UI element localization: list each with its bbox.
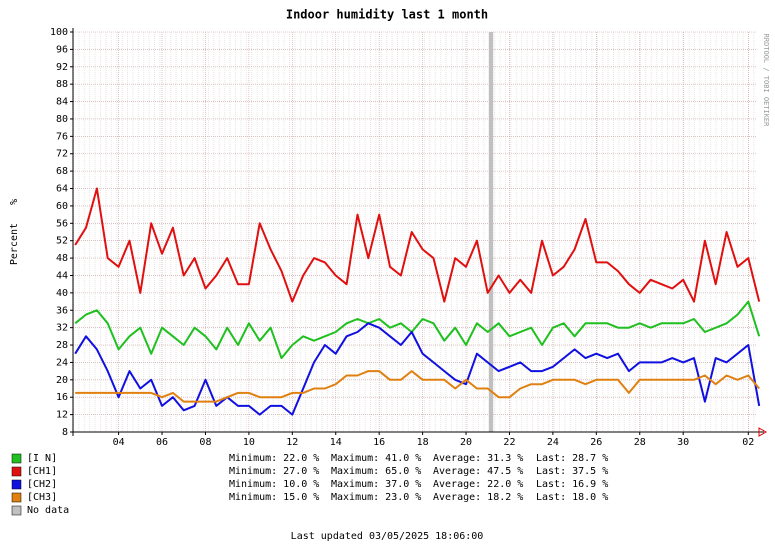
y-tick-label: 84 xyxy=(56,97,68,108)
y-tick-label: 24 xyxy=(56,357,68,368)
legend-label: [CH3] xyxy=(27,492,57,503)
x-tick-label: 12 xyxy=(286,437,298,448)
y-tick-label: 92 xyxy=(56,62,68,73)
x-tick-label: 14 xyxy=(330,437,342,448)
legend-swatch xyxy=(11,466,22,477)
y-tick-label: 16 xyxy=(56,392,68,403)
plot xyxy=(73,31,761,433)
x-tick-label: 08 xyxy=(199,437,211,448)
x-tick-label: 26 xyxy=(590,437,602,448)
y-tick-label: 32 xyxy=(56,323,68,334)
watermark: RRDTOOL / TOBI OETIKER xyxy=(762,34,770,128)
x-tick-label: 18 xyxy=(417,437,429,448)
series-line xyxy=(75,370,760,403)
legend-swatch xyxy=(11,479,22,490)
legend-swatch xyxy=(11,453,22,464)
y-tick-label: 88 xyxy=(56,79,68,90)
y-tick-label: 44 xyxy=(56,270,68,281)
x-arrow xyxy=(758,427,768,437)
legend-stat: Minimum: 15.0 % xyxy=(229,492,319,503)
legend-label: [CH1] xyxy=(27,466,57,477)
y-tick-label: 36 xyxy=(56,305,68,316)
legend-stat: Last: 16.9 % xyxy=(536,479,608,490)
legend-swatch xyxy=(11,505,22,516)
legend-stat: Maximum: 41.0 % xyxy=(331,453,421,464)
legend-stat: Last: 28.7 % xyxy=(536,453,608,464)
y-tick-label: 80 xyxy=(56,114,68,125)
legend-label: No data xyxy=(27,505,69,516)
legend-stat: Last: 18.0 % xyxy=(536,492,608,503)
series-line xyxy=(74,300,761,360)
x-tick-label: 04 xyxy=(113,437,125,448)
series-line xyxy=(74,187,761,303)
y-tick-label: 8 xyxy=(62,427,68,438)
legend-stat: Minimum: 27.0 % xyxy=(229,466,319,477)
y-tick-label: 60 xyxy=(56,201,68,212)
x-tick-label: 06 xyxy=(156,437,168,448)
x-tick-label: 28 xyxy=(634,437,646,448)
chart-title: Indoor humidity last 1 month xyxy=(286,8,488,22)
x-tick-label: 02 xyxy=(742,437,754,448)
x-tick-label: 10 xyxy=(243,437,255,448)
legend-label: [I N] xyxy=(27,453,57,464)
series-line xyxy=(74,322,761,416)
y-tick-label: 52 xyxy=(56,236,68,247)
x-tick-label: 24 xyxy=(547,437,559,448)
legend-stat: Maximum: 37.0 % xyxy=(331,479,421,490)
legend-stat: Average: 18.2 % xyxy=(433,492,523,503)
legend-stat: Average: 47.5 % xyxy=(433,466,523,477)
y-tick-label: 48 xyxy=(56,253,68,264)
y-tick-label: 96 xyxy=(56,44,68,55)
y-tick-label: 20 xyxy=(56,375,68,386)
minor-grid xyxy=(73,32,757,432)
y-tick-label: 72 xyxy=(56,149,68,160)
y-tick-label: 28 xyxy=(56,340,68,351)
no-data-band xyxy=(488,32,494,432)
legend-stat: Maximum: 23.0 % xyxy=(331,492,421,503)
legend-swatch xyxy=(11,492,22,503)
x-tick-label: 30 xyxy=(677,437,689,448)
y-axis-label: Percent % xyxy=(9,199,20,265)
legend-stat: Minimum: 22.0 % xyxy=(229,453,319,464)
y-tick-label: 68 xyxy=(56,166,68,177)
footer: Last updated 03/05/2025 18:06:00 xyxy=(291,531,484,542)
y-tick-label: 40 xyxy=(56,288,68,299)
legend-label: [CH2] xyxy=(27,479,57,490)
y-tick-label: 12 xyxy=(56,410,68,421)
x-tick-label: 20 xyxy=(460,437,472,448)
legend-stat: Minimum: 10.0 % xyxy=(229,479,319,490)
legend-stat: Maximum: 65.0 % xyxy=(331,466,421,477)
legend-stat: Last: 37.5 % xyxy=(536,466,608,477)
y-tick-label: 76 xyxy=(56,131,68,142)
y-tick-label: 64 xyxy=(56,184,68,195)
y-tick-label: 56 xyxy=(56,218,68,229)
x-tick-label: 22 xyxy=(503,437,515,448)
legend-stat: Average: 22.0 % xyxy=(433,479,523,490)
y-tick-label: 100 xyxy=(50,27,68,38)
x-tick-label: 16 xyxy=(373,437,385,448)
legend-stat: Average: 31.3 % xyxy=(433,453,523,464)
